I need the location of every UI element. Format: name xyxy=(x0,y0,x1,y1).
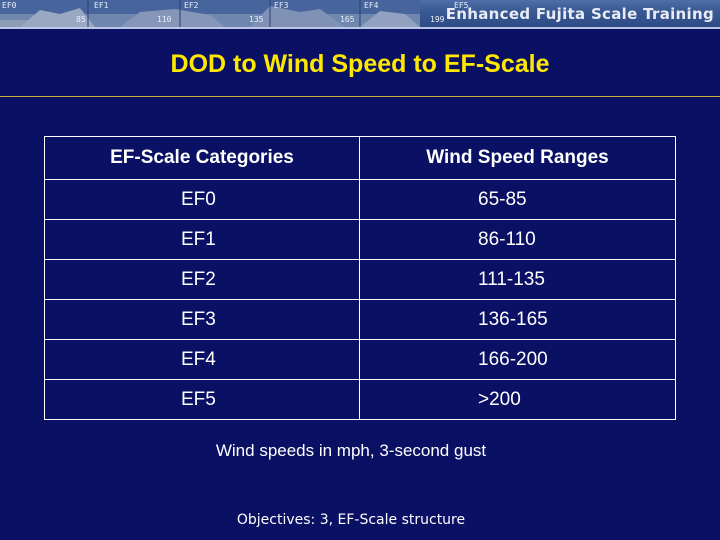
ef-scale-table: EF-Scale Categories Wind Speed Ranges EF… xyxy=(44,136,676,420)
speed-tick: 135 xyxy=(249,15,264,24)
table-row: EF2 111-135 xyxy=(44,259,676,300)
table-row: EF5 >200 xyxy=(44,379,676,420)
scale-tag-ef5: EF5 xyxy=(454,1,469,10)
wind-speed-cell: 166-200 xyxy=(359,339,676,380)
speed-tick: 110 xyxy=(157,15,172,24)
category-cell: EF3 xyxy=(44,299,360,340)
course-title: Enhanced Fujita Scale Training xyxy=(445,5,714,23)
header-banner: EF0 EF1 EF2 EF3 EF4 EF5 85 110 135 165 1… xyxy=(0,0,720,27)
category-cell: EF1 xyxy=(44,219,360,260)
speed-tick: 199 xyxy=(430,15,445,24)
banner-divider xyxy=(0,27,720,29)
tornado-photo-strip xyxy=(0,0,420,27)
table-row: EF1 86-110 xyxy=(44,219,676,260)
table-header-row: EF-Scale Categories Wind Speed Ranges xyxy=(44,136,676,180)
scale-tag-ef1: EF1 xyxy=(94,1,109,10)
scale-tag-ef3: EF3 xyxy=(274,1,289,10)
category-cell: EF5 xyxy=(44,379,360,420)
wind-speed-cell: 86-110 xyxy=(359,219,676,260)
table-row: EF3 136-165 xyxy=(44,299,676,340)
objectives-footer: Objectives: 3, EF-Scale structure xyxy=(236,512,466,528)
wind-speed-cell: 111-135 xyxy=(359,259,676,300)
category-cell: EF0 xyxy=(44,179,360,220)
speed-tick: 85 xyxy=(76,15,86,24)
column-header-categories: EF-Scale Categories xyxy=(44,136,360,180)
table-row: EF4 166-200 xyxy=(44,339,676,380)
category-cell: EF4 xyxy=(44,339,360,380)
wind-speed-cell: 136-165 xyxy=(359,299,676,340)
column-header-wind-speed: Wind Speed Ranges xyxy=(359,136,676,180)
wind-speed-cell: 65-85 xyxy=(359,179,676,220)
title-divider xyxy=(0,96,720,97)
scale-tag-ef4: EF4 xyxy=(364,1,379,10)
table-row: EF0 65-85 xyxy=(44,179,676,220)
wind-speed-cell: >200 xyxy=(359,379,676,420)
category-cell: EF2 xyxy=(44,259,360,300)
speed-tick: 165 xyxy=(340,15,355,24)
units-note: Wind speeds in mph, 3-second gust xyxy=(215,441,487,460)
slide-title: DOD to Wind Speed to EF-Scale xyxy=(170,50,550,78)
scale-tag-ef2: EF2 xyxy=(184,1,199,10)
scale-tag-ef0: EF0 xyxy=(2,1,17,10)
